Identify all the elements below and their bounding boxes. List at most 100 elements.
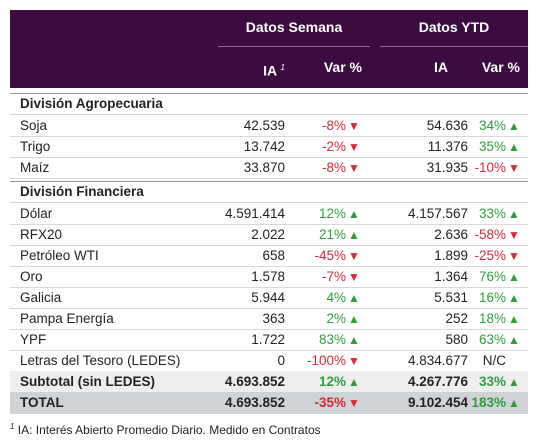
trend-arrow: ▼: [348, 396, 360, 410]
var-cell: 33% ▲: [450, 371, 522, 393]
var-value: 183%: [471, 395, 506, 410]
var-cell: 35% ▲: [450, 136, 522, 158]
var-value: -7%: [321, 269, 346, 284]
trend-arrow: ▲: [348, 375, 360, 389]
trend-arrow: ▼: [348, 140, 360, 154]
trend-arrow: ▲: [508, 312, 520, 326]
row-rule: [10, 287, 528, 288]
ia-ytd: 4.834.677: [407, 353, 468, 368]
ia-week: 5.944: [251, 290, 285, 305]
var-cell: 12% ▲: [290, 203, 362, 225]
trend-arrow: ▲: [348, 228, 360, 242]
footnote-text: IA: Interés Abierto Promedio Diario. Med…: [17, 423, 321, 437]
var-value: -100%: [306, 353, 346, 368]
trend-arrow: ▲: [508, 119, 520, 133]
row-label: RFX20: [20, 227, 63, 242]
row-rule: [10, 202, 528, 203]
row-rule: [10, 308, 528, 309]
col-var-ytd: Var %: [481, 59, 520, 75]
ia-ytd: 2.636: [434, 227, 468, 242]
ia-ytd: 31.935: [426, 160, 468, 175]
var-cell: 21% ▲: [290, 224, 362, 246]
col-ia-text: IA: [263, 62, 277, 79]
var-value: -2%: [321, 139, 346, 154]
ia-week: 4.693.852: [224, 374, 285, 389]
ia-ytd: 9.102.454: [407, 395, 468, 410]
var-cell: -58% ▼: [450, 224, 522, 246]
ia-week: 658: [262, 248, 285, 263]
row-rule: [10, 181, 528, 182]
ia-week: 4.591.414: [224, 206, 285, 221]
trend-arrow: ▲: [348, 291, 360, 305]
row-label: Subtotal (sin LEDES): [20, 374, 155, 389]
row-label: Letras del Tesoro (LEDES): [20, 353, 181, 368]
var-cell: -10% ▼: [450, 157, 522, 179]
row-label: Oro: [20, 269, 43, 284]
ia-ytd: 252: [445, 311, 468, 326]
trend-arrow: ▲: [508, 140, 520, 154]
var-value: 12%: [318, 374, 346, 389]
ia-week: 33.870: [243, 160, 285, 175]
trend-arrow: ▼: [348, 249, 360, 263]
row-rule: [10, 350, 528, 351]
ia-week: 13.742: [243, 139, 285, 154]
var-cell: 83% ▲: [290, 329, 362, 351]
var-cell: 34% ▲: [450, 115, 522, 137]
trend-arrow: ▼: [508, 249, 520, 263]
ia-week: 1.578: [251, 269, 285, 284]
ia-ytd: 1.899: [434, 248, 468, 263]
section-title: División Agropecuaria: [20, 96, 163, 111]
trend-arrow: ▼: [348, 119, 360, 133]
trend-arrow: ▲: [348, 207, 360, 221]
var-cell: 2% ▲: [290, 308, 362, 330]
col-var: Var %: [323, 59, 362, 75]
row-rule: [10, 266, 528, 267]
ia-ytd: 580: [445, 332, 468, 347]
row-label: TOTAL: [20, 395, 64, 410]
var-value: 63%: [478, 332, 506, 347]
var-value: 76%: [478, 269, 506, 284]
var-value: 83%: [318, 332, 346, 347]
ia-ytd: 11.376: [427, 139, 468, 154]
trend-arrow: ▼: [348, 161, 360, 175]
header-band: [10, 10, 528, 88]
row-label: Soja: [20, 118, 48, 133]
var-cell: 4% ▲: [290, 287, 362, 309]
ia-ytd: 1.364: [434, 269, 468, 284]
trend-arrow: ▲: [508, 333, 520, 347]
var-value: -25%: [474, 248, 506, 263]
footnote: 1 IA: Interés Abierto Promedio Diario. M…: [10, 416, 321, 441]
var-cell: 33% ▲: [450, 203, 522, 225]
var-cell: -8% ▼: [290, 115, 362, 137]
ia-week: 363: [262, 311, 285, 326]
group-rule: [380, 46, 528, 47]
row-label: Dólar: [20, 206, 53, 221]
trend-arrow: ▼: [508, 161, 520, 175]
note-mark: 1: [280, 63, 285, 72]
trend-arrow: ▲: [508, 207, 520, 221]
row-rule: [10, 178, 528, 179]
var-cell: -25% ▼: [450, 245, 522, 267]
row-rule: [10, 136, 528, 137]
var-value: N/C: [482, 353, 506, 368]
var-value: 33%: [478, 374, 506, 389]
row-rule: [10, 224, 528, 225]
row-label: Trigo: [20, 139, 51, 154]
group-rule: [218, 46, 370, 47]
trend-arrow: ▲: [508, 291, 520, 305]
var-cell: 183% ▲: [450, 392, 522, 414]
var-value: 33%: [478, 206, 506, 221]
row-rule: [10, 114, 528, 115]
var-value: -8%: [321, 160, 346, 175]
var-value: 34%: [478, 118, 506, 133]
col-ia: IA 1: [200, 57, 285, 82]
ia-ytd: 4.267.776: [407, 374, 468, 389]
row-rule: [10, 329, 528, 330]
var-cell: -2% ▼: [290, 136, 362, 158]
trend-arrow: ▲: [348, 312, 360, 326]
ia-ytd: 54.636: [426, 118, 468, 133]
ia-week: 2.022: [251, 227, 285, 242]
var-value: -58%: [474, 227, 506, 242]
var-value: 18%: [478, 311, 506, 326]
